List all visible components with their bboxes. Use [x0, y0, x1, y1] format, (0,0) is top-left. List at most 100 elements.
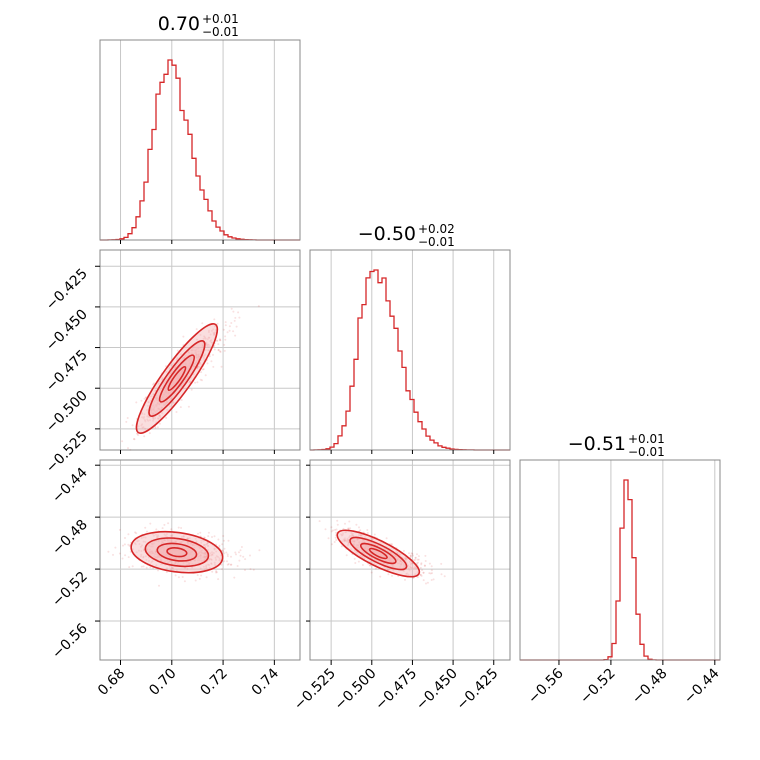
panel-1-2-point [414, 558, 417, 561]
panel-0-2-point [215, 550, 218, 553]
ytick-label-2-1: −0.52 [49, 569, 91, 611]
panel-0-2-point [170, 528, 173, 531]
panel-0-2-point [213, 563, 216, 566]
panel-0-2-point [215, 571, 218, 574]
panel-0-1-point [133, 438, 136, 441]
panel-1-2-point [424, 564, 426, 567]
panel-0-1-point [190, 388, 193, 391]
panel-1-2-point [414, 573, 417, 576]
panel-1-2-point [346, 544, 349, 547]
panel-0-2-point [138, 543, 141, 545]
panel-0-1-point [187, 405, 190, 408]
hist-2-frame [519, 459, 721, 661]
panel-0-1-point [131, 424, 134, 427]
panel-0-2-point [145, 559, 148, 561]
panel-0-2-point [177, 526, 180, 529]
panel-0-1-frame [99, 249, 301, 451]
panel-1-2-point [357, 534, 360, 536]
panel-0-2-point [203, 536, 205, 539]
panel-0-1-point [182, 335, 185, 338]
panel-0-2-point [211, 570, 214, 573]
panel-0-2-point [205, 565, 208, 568]
panel-0-2-point [124, 554, 127, 557]
panel-0-1-point [171, 401, 174, 404]
panel-0-1-point [202, 368, 205, 371]
panel-0-2-point [211, 536, 213, 538]
panel-0-2-point [198, 577, 201, 580]
panel-0-1-point [203, 354, 206, 357]
panel-0-2-point [213, 561, 216, 564]
panel-0-2-point [204, 546, 207, 549]
panel-0-1-point [207, 349, 209, 352]
panel-0-2-point [155, 533, 158, 536]
panel-0-2-point [133, 542, 136, 545]
panel-0-2-point [140, 565, 143, 568]
panel-0-1-point [152, 419, 155, 422]
panel-0-2-point [188, 537, 191, 540]
panel-1-2-point [410, 552, 413, 555]
panel-0-2-point [222, 550, 225, 553]
panel-1-2-point [419, 566, 422, 569]
panel-0-1-point [175, 411, 178, 413]
panel-0-2-point [142, 565, 145, 568]
panel-0-2-point [160, 563, 162, 566]
panel-1-2-point [402, 549, 405, 552]
panel-0-1-point [137, 434, 140, 437]
panel-0-1-point [224, 338, 227, 341]
panel-0-1-point [146, 404, 149, 407]
xtick-label-1-3: −0.450 [413, 666, 461, 714]
panel-1-2-point [420, 563, 423, 566]
ytick-label-1-2: −0.475 [43, 347, 91, 395]
panel-0-1-point [141, 412, 144, 415]
panel-1-2-point [359, 529, 362, 532]
panel-0-1-point [196, 338, 198, 341]
panel-0-1-point [141, 426, 144, 429]
panel-1-2-point [409, 566, 412, 569]
panel-1-2-point [419, 573, 422, 576]
panel-0-1-point [142, 426, 145, 429]
panel-0-1-point [197, 365, 200, 368]
panel-1-2-point [422, 579, 425, 582]
panel-0-1-point [143, 397, 146, 400]
panel-0-1-point [156, 426, 159, 429]
panel-1-2-point [414, 556, 417, 559]
panel-0-2-point [234, 551, 237, 554]
panel-1-2-point [425, 582, 427, 585]
panel-0-1-point [158, 422, 161, 425]
panel-0-1-point [159, 414, 161, 417]
panel-0-1-point [224, 335, 227, 338]
panel-0-2-point [207, 548, 209, 551]
panel-0-1-point [217, 343, 220, 346]
panel-0-2-point [218, 559, 221, 562]
panel-0-1-point [204, 353, 207, 356]
panel-0-1-point [137, 425, 140, 428]
panel-0-2-point [156, 536, 159, 539]
panel-0-1-point [217, 349, 220, 352]
panel-0-2-point [222, 535, 225, 537]
title-param-1-err-plus: +0.02 [418, 222, 455, 236]
panel-1-2-point [420, 574, 423, 577]
panel-0-2-point [121, 557, 124, 560]
panel-0-1-point [237, 311, 240, 314]
panel-1-2-point [417, 561, 419, 564]
panel-1-2-point [342, 538, 345, 541]
panel-0-2-point [177, 576, 180, 579]
panel-0-2-point [239, 554, 242, 557]
xtick-label-2-1: −0.52 [577, 666, 619, 708]
panel-1-2-point [424, 560, 427, 562]
panel-0-1-point [203, 358, 206, 361]
panel-1-2-point [347, 527, 350, 530]
panel-0-2-point [140, 555, 142, 558]
panel-1-2-point [350, 532, 353, 535]
hist-0-frame [99, 39, 301, 241]
panel-0-2-point [199, 531, 202, 534]
panel-0-2-point [207, 531, 210, 534]
panel-0-1-point [176, 349, 179, 352]
panel-1-2-point [395, 549, 398, 552]
panel-0-2-point [213, 535, 216, 538]
panel-0-2-point [202, 539, 205, 542]
panel-0-2-point [165, 571, 168, 574]
panel-0-2-point [205, 564, 208, 567]
panel-1-2-point [391, 574, 393, 577]
panel-1-2-point [347, 540, 350, 542]
